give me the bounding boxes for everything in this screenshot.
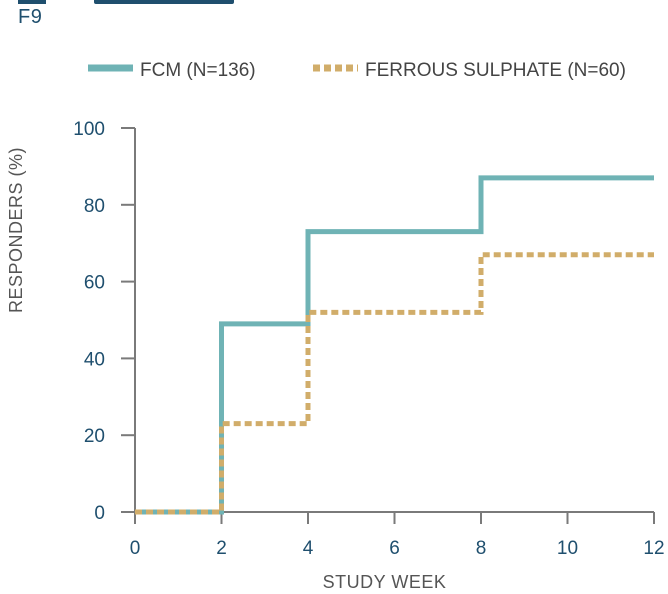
y-tick-label-20: 20 [84,426,105,447]
legend-label-2: FERROUS SULPHATE (N=60) [365,60,626,81]
x-tick-label-0: 0 [130,538,141,559]
legend-label-1: FCM (N=136) [140,60,256,81]
y-tick-label-60: 60 [84,273,105,294]
y-tick-label-40: 40 [84,349,105,370]
x-tick-label-6: 6 [389,538,400,559]
figure-title-cropped [94,0,234,4]
x-axis-title: STUDY WEEK [323,572,447,592]
axes: 0 20 40 60 80 100 0 2 4 6 8 10 12 [73,119,664,559]
y-axis-title: RESPONDERS (%) [6,147,26,313]
figure-label: F9 [0,0,234,34]
x-tick-label-8: 8 [476,538,487,559]
y-tick-label-100: 100 [73,119,105,140]
series-lines [135,175,654,515]
x-tick-label-12: 12 [643,538,664,559]
series-line-1 [135,175,654,515]
series-line-2 [135,252,654,515]
x-tick-label-10: 10 [557,538,578,559]
figure-label-bar [18,0,46,4]
figure-label-text: F9 [18,6,43,28]
x-tick-label-4: 4 [303,538,314,559]
x-tick-label-2: 2 [216,538,227,559]
legend: FCM (N=136) FERROUS SULPHATE (N=60) [88,60,626,81]
axis-titles: STUDY WEEK RESPONDERS (%) [6,147,446,592]
y-tick-label-0: 0 [94,503,105,524]
y-tick-label-80: 80 [84,196,105,217]
